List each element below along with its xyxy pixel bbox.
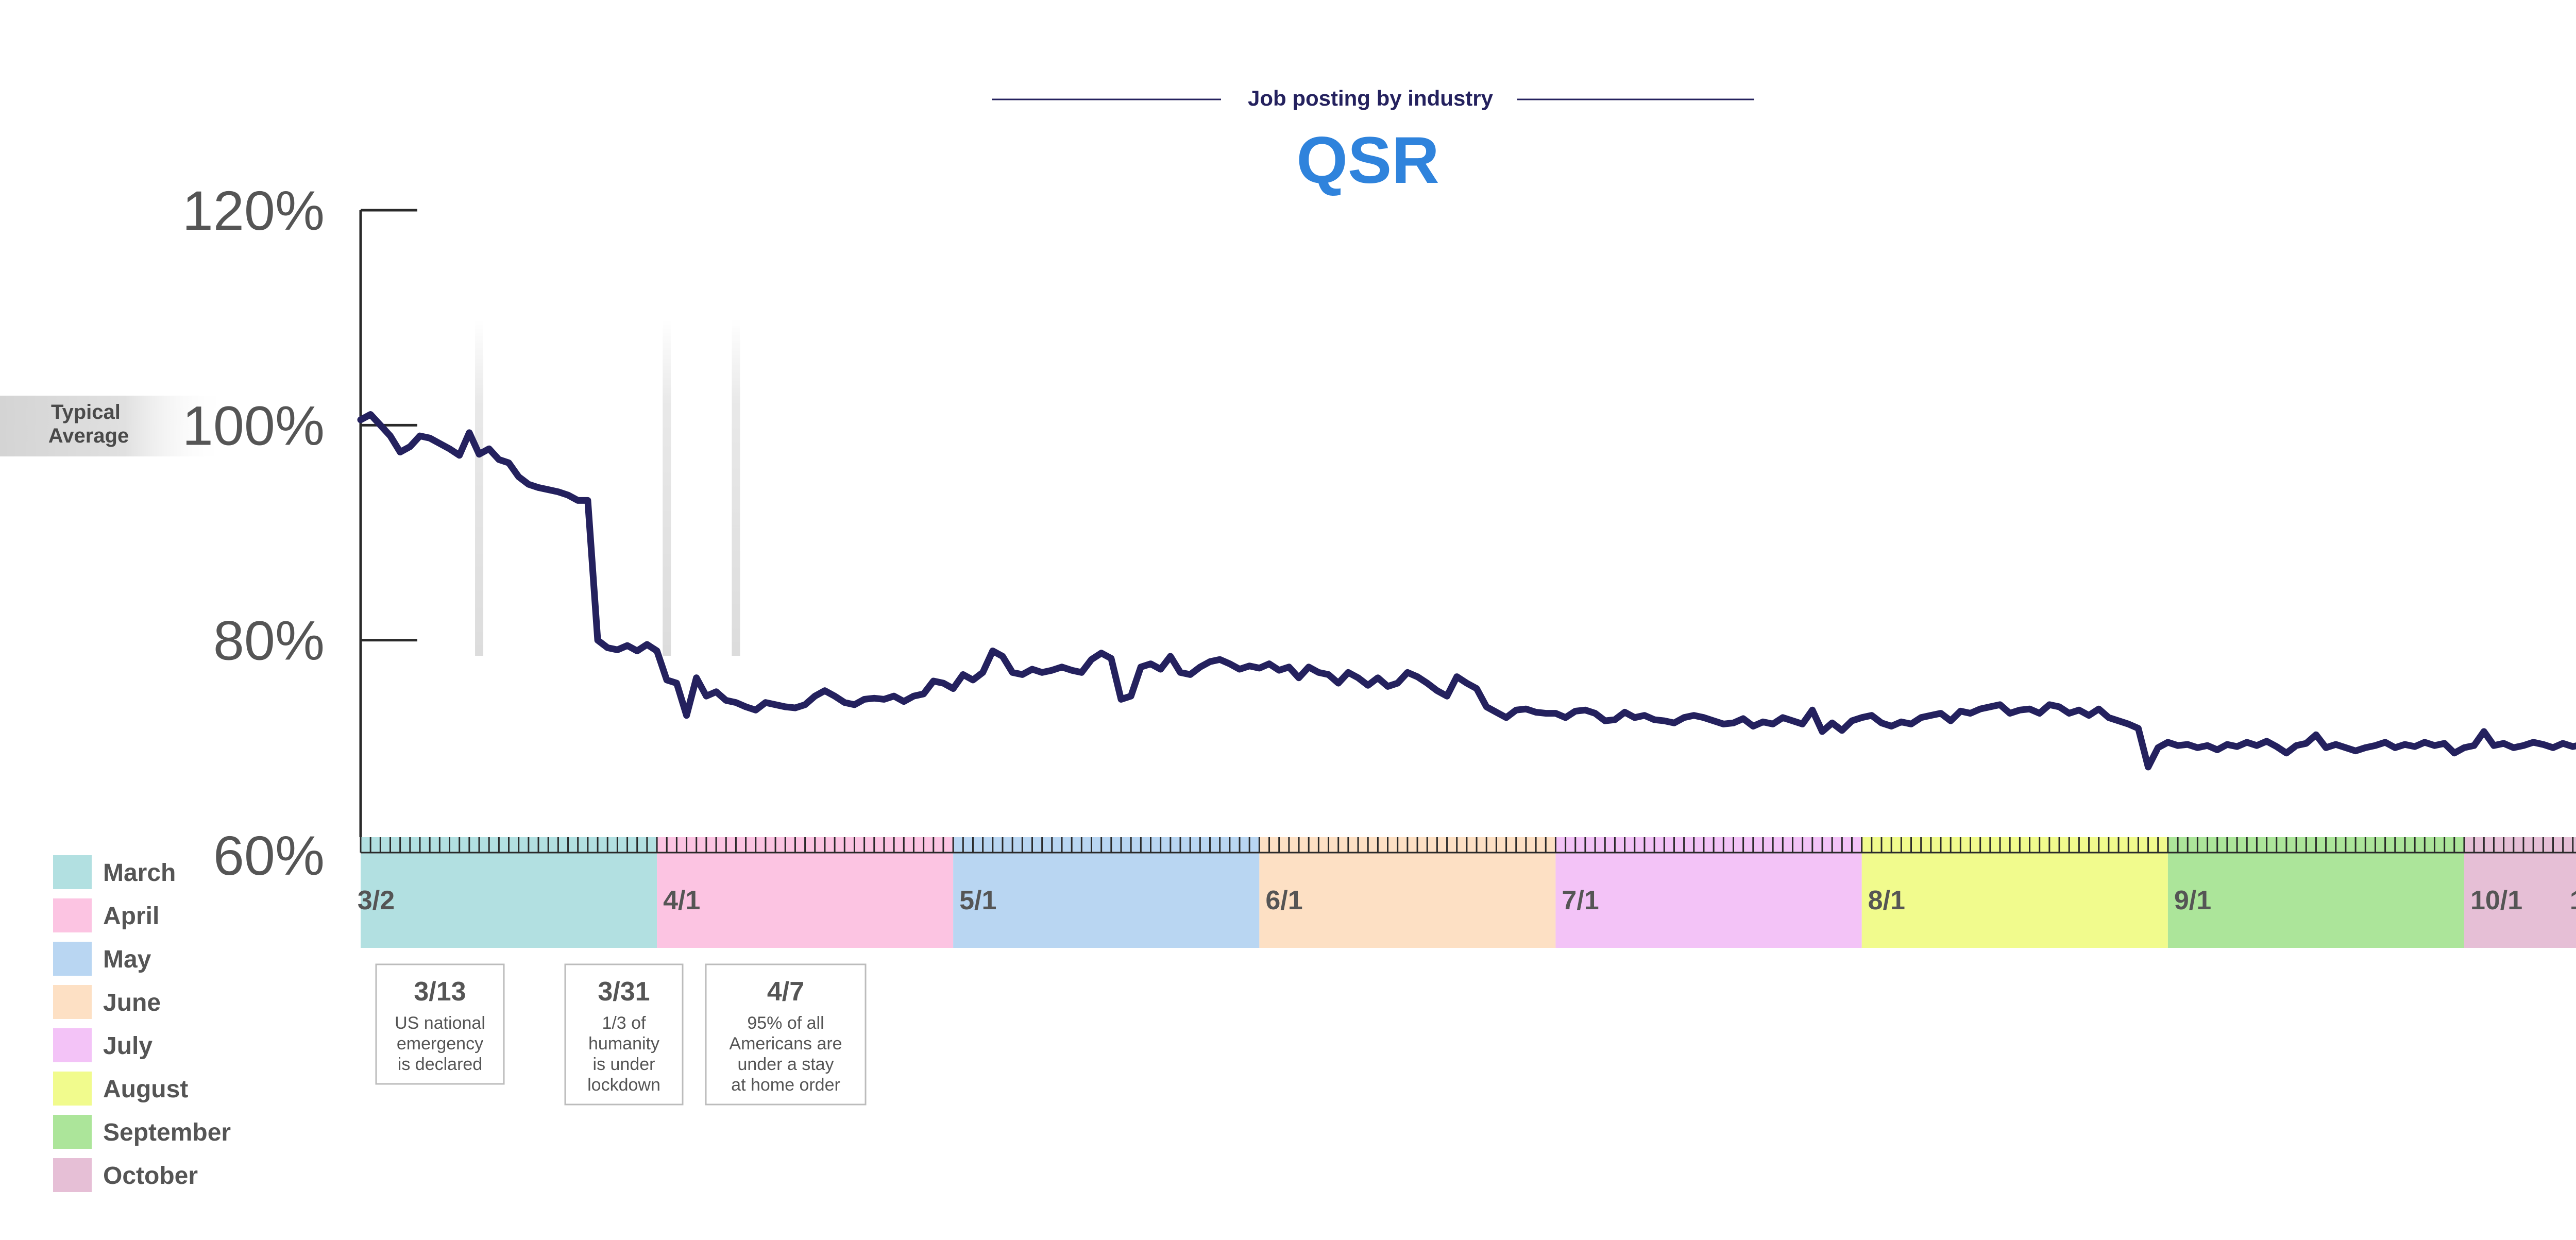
typical-average-band	[0, 396, 227, 456]
y-tick-label: 80%	[213, 609, 325, 672]
annotation-text-line: 1/3 of	[602, 1013, 646, 1033]
month-band-october	[2464, 837, 2576, 948]
annotation-box	[705, 963, 867, 1106]
legend-swatch	[53, 1028, 92, 1062]
legend-item-october: October	[53, 1158, 198, 1192]
month-band-august	[1861, 837, 2168, 948]
legend-swatch	[53, 1115, 92, 1149]
legend-item-june: June	[53, 985, 161, 1019]
legend-label: July	[103, 1032, 152, 1060]
typical-label-line-1: Typical	[51, 401, 121, 423]
month-legend: March April May June July August September Octo…	[53, 855, 231, 1192]
legend-item-september: September	[53, 1115, 231, 1149]
annotation-text-line: is declared	[398, 1055, 482, 1074]
annotation-text-line: humanity	[588, 1034, 659, 1054]
month-band-july	[1555, 837, 1862, 948]
annotation-date: 4/7	[767, 977, 804, 1007]
qsr-series-line	[357, 411, 2576, 771]
event-guide-line	[475, 319, 484, 656]
legend-item-may: May	[53, 942, 151, 976]
annotation-text-line: 95% of all	[747, 1013, 824, 1033]
x-tick-label: 8/1	[1868, 886, 1905, 915]
legend-item-april: April	[53, 898, 159, 932]
month-band-april	[657, 837, 954, 948]
legend-item-august: August	[53, 1072, 188, 1106]
annotation-text-line: Americans are	[729, 1034, 842, 1054]
legend-label: April	[103, 903, 159, 930]
x-tick-label: 5/1	[959, 886, 996, 915]
annotation-date: 3/13	[414, 977, 466, 1007]
x-tick-label: 6/1	[1265, 886, 1302, 915]
legend-item-march: March	[53, 855, 176, 889]
legend-swatch	[53, 1072, 92, 1106]
month-band-september	[2167, 837, 2464, 948]
legend-label: September	[103, 1119, 231, 1146]
legend-swatch	[53, 855, 92, 889]
series-line-layer	[357, 411, 2576, 771]
x-tick-label: 7/1	[1562, 886, 1599, 915]
annotation-box	[375, 963, 505, 1085]
legend-label: August	[103, 1076, 188, 1103]
typical-average-label: Typical Average	[48, 401, 129, 447]
y-tick-label: 120%	[182, 179, 325, 242]
x-tick-label: 9/1	[2174, 886, 2211, 915]
x-tick-label: 10/19	[2570, 886, 2576, 915]
month-band-june	[1259, 837, 1556, 948]
annotation-text-line: US national	[395, 1013, 485, 1033]
annotation-text-line: lockdown	[587, 1075, 660, 1095]
x-tick-label: 4/1	[663, 886, 700, 915]
supertitle: Job posting by industry	[1248, 86, 1494, 110]
legend-item-july: July	[53, 1028, 152, 1062]
legend-swatch	[53, 985, 92, 1019]
legend-label: June	[103, 989, 161, 1016]
y-tick-label: 60%	[213, 824, 325, 887]
x-tick-labels: 3/2 4/1 5/1 6/1 7/1 8/1 9/1 10/1 10/19	[358, 886, 2576, 915]
month-band-march	[361, 837, 657, 948]
y-axis: 60% 80% 100% 120%	[182, 179, 417, 887]
month-bands	[361, 837, 2576, 948]
annotation-text-line: is under	[593, 1055, 655, 1074]
legend-label: May	[103, 946, 151, 973]
legend-swatch	[53, 1158, 92, 1192]
legend-swatch	[53, 898, 92, 932]
legend-label: March	[103, 859, 176, 887]
annotation-date: 3/31	[598, 977, 650, 1007]
month-band-may	[953, 837, 1260, 948]
typical-label-line-2: Average	[48, 424, 129, 447]
day-ticks	[360, 837, 2576, 854]
event-guide-line	[732, 319, 740, 656]
x-tick-label: 3/2	[358, 886, 395, 915]
legend-swatch	[53, 942, 92, 976]
event-guide-line	[663, 319, 671, 656]
annotation-box	[564, 963, 684, 1106]
annotation-text-line: at home order	[731, 1075, 840, 1095]
y-tick-label: 100%	[182, 394, 325, 456]
chart-title: QSR	[1296, 124, 1439, 197]
annotation-text-line: emergency	[397, 1034, 483, 1054]
x-tick-label: 10/1	[2470, 886, 2522, 915]
legend-label: October	[103, 1162, 198, 1190]
event-guides	[475, 319, 740, 656]
annotation-text-line: under a stay	[737, 1055, 834, 1074]
